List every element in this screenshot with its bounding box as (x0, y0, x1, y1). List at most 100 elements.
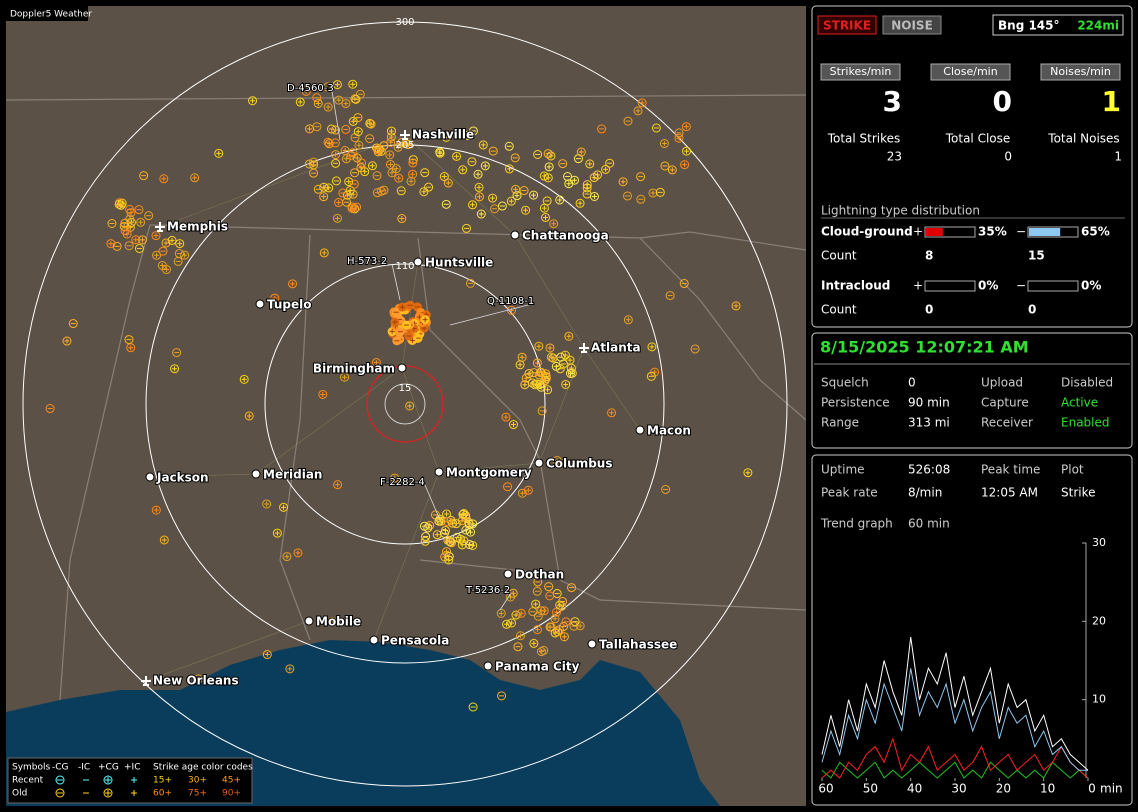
strike-symbol (341, 99, 351, 109)
strike-sign (523, 375, 529, 381)
strike-ring (690, 344, 700, 354)
total-value: 23 (887, 150, 902, 164)
strike-ring (405, 401, 415, 411)
strike-symbol (545, 591, 555, 601)
strike-symbol (539, 171, 549, 181)
legend-text: 30+ (188, 776, 207, 786)
strike-symbol (521, 373, 531, 383)
x-unit: min (1100, 782, 1123, 796)
stat: 526:08 (908, 463, 950, 477)
strike-symbol (45, 404, 55, 414)
strike-symbol (661, 484, 671, 494)
strike-sign (410, 171, 416, 177)
strike-symbol (545, 343, 555, 353)
strike-symbol (331, 125, 341, 135)
strike-sign (587, 161, 593, 167)
strike-symbol (309, 168, 319, 178)
city-label: Tallahassee (599, 638, 677, 652)
strike-ring (327, 616, 337, 626)
strike-ring (570, 617, 580, 627)
strike-ring (304, 159, 314, 169)
strike-ring (442, 547, 452, 557)
strike-symbol (319, 248, 329, 258)
strike-sign (315, 100, 321, 106)
strike-symbol (319, 192, 329, 202)
strike-ring (334, 95, 344, 105)
strike-sign (393, 166, 399, 172)
strike-ring (331, 176, 341, 186)
strike-symbol (436, 516, 446, 526)
strike-sign (392, 319, 398, 325)
strike-symbol (106, 239, 116, 249)
map[interactable]: 300 205 110 15 Nashville Memphis Atlanta Ne… (6, 6, 806, 806)
strike-ring (524, 369, 534, 379)
strike-symbol (496, 608, 506, 618)
strike-ring (461, 223, 471, 233)
strike-ring (636, 194, 646, 204)
strike-symbol (467, 200, 477, 210)
strike-symbol (473, 169, 483, 179)
strike-symbol (682, 146, 692, 156)
label: Trend graph (820, 517, 893, 531)
strike-ring (439, 528, 449, 538)
strike-ring (323, 137, 333, 147)
strike-sign (534, 381, 540, 387)
strike-ring (180, 250, 190, 260)
strike-sign (287, 666, 293, 672)
strike-sign (325, 104, 331, 110)
strike-symbol (563, 172, 573, 182)
strike-symbol (68, 319, 78, 329)
strike-ring (561, 617, 571, 627)
strike-sign (447, 538, 453, 544)
strike-symbol (131, 235, 141, 245)
stat: Peak rate (821, 486, 878, 500)
strike-button[interactable] (817, 15, 877, 35)
strike-ring (397, 214, 407, 224)
strike-sign (595, 172, 601, 178)
strike-sign (163, 267, 169, 273)
strike-symbol (567, 583, 577, 593)
strike-ring (331, 125, 341, 135)
strike-button-label[interactable]: STRIKE (823, 19, 871, 33)
strike-symbol (331, 150, 341, 160)
section-title: Lightning type distribution (821, 204, 980, 218)
strike-ring (503, 482, 513, 492)
strike-ring (467, 157, 477, 167)
strike-symbol (519, 186, 529, 196)
strike-symbol (387, 168, 397, 178)
strike-symbol (564, 331, 574, 341)
strike-symbol (239, 374, 249, 384)
strike-symbol (355, 89, 365, 99)
column-header-box (1040, 63, 1121, 81)
strike-ring (531, 599, 541, 609)
strike-symbol (312, 93, 322, 103)
strike-sign (441, 174, 447, 180)
count: 15 (1028, 249, 1045, 263)
strike-sign (352, 96, 358, 102)
strike-symbol (504, 164, 514, 174)
strike-symbol (270, 293, 280, 303)
strike-symbol (151, 231, 161, 241)
city-label: Panama City (495, 660, 580, 674)
strike-sign (321, 250, 327, 256)
strike-ring (441, 132, 451, 142)
strike-sign (545, 387, 551, 393)
noise-button[interactable] (882, 15, 942, 35)
city-label: Birmingham (313, 362, 395, 376)
value: Enabled (1061, 416, 1110, 430)
strike-ring (351, 94, 361, 104)
column-header: Close/min (943, 65, 997, 78)
strike-ring (443, 517, 453, 527)
noise-button-label[interactable]: NOISE (891, 19, 933, 33)
strike-ring (553, 627, 563, 637)
strike-ring (561, 379, 571, 389)
strike-symbol (637, 98, 647, 108)
strike-ring (332, 80, 342, 90)
city-label: Jackson (156, 471, 209, 485)
strike-symbol (543, 149, 553, 159)
clock-panel: 8/15/2025 12:07:21 AM Squelch 0 Upload Disa… (811, 332, 1133, 449)
strike-symbol (550, 614, 560, 624)
strike-symbol (349, 179, 359, 189)
value: 90 min (908, 396, 950, 410)
